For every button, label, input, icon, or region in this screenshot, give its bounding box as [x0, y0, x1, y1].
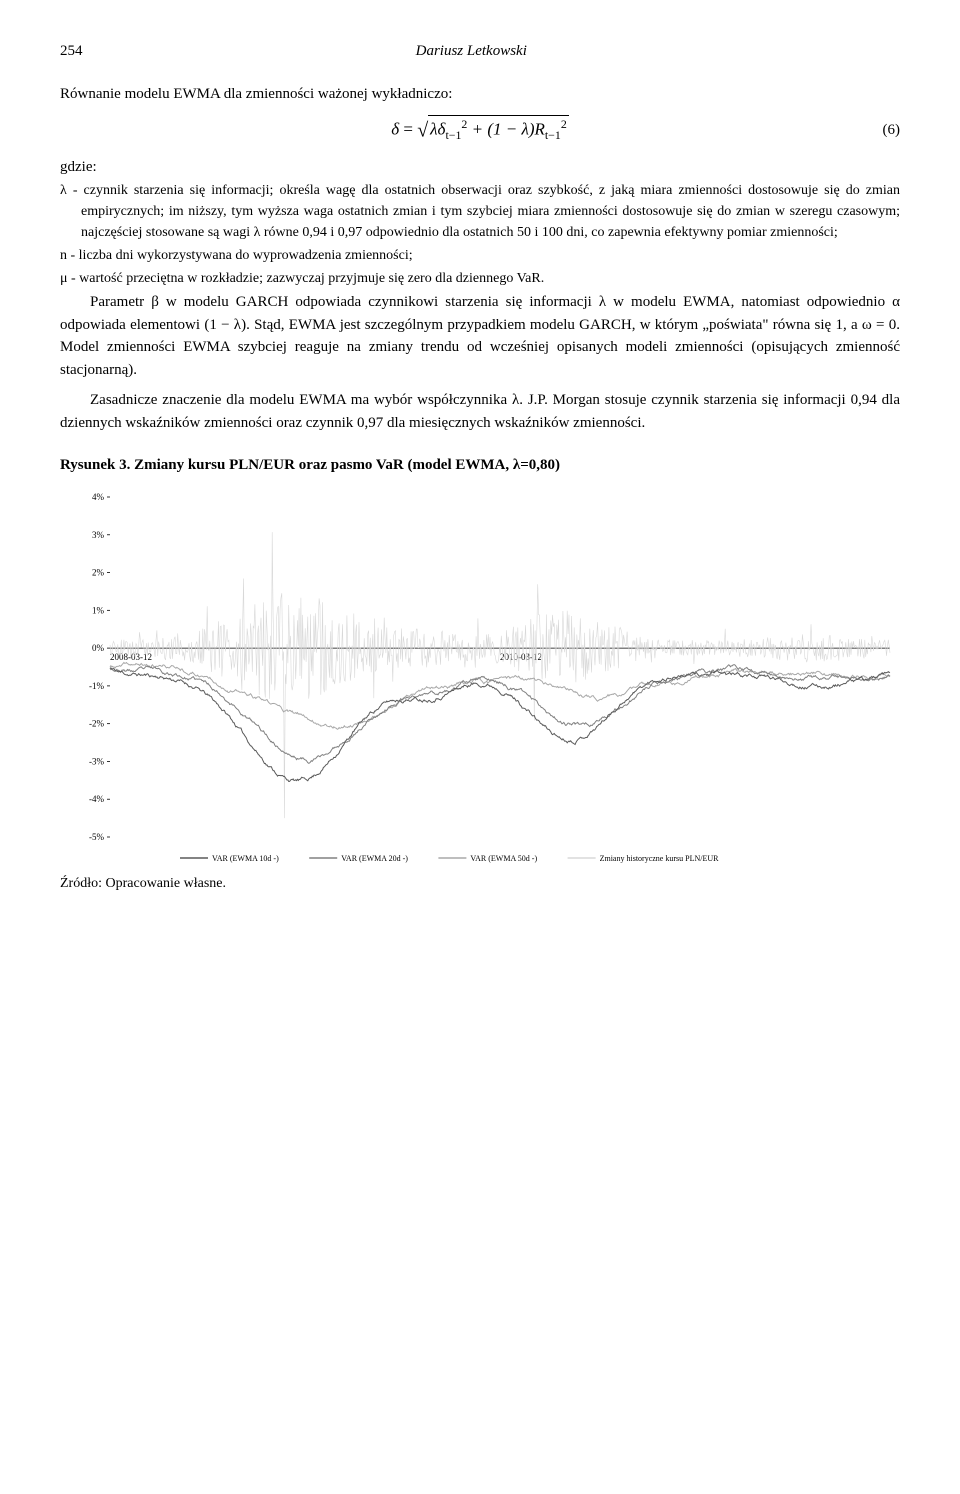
- svg-text:4%: 4%: [92, 492, 105, 502]
- svg-text:Zmiany historyczne kursu PLN/E: Zmiany historyczne kursu PLN/EUR: [600, 854, 720, 863]
- def-lambda: λ - czynnik starzenia się informacji; ok…: [60, 180, 900, 243]
- def-mu: μ - wartość przeciętna w rozkładzie; zaz…: [60, 268, 900, 289]
- svg-text:1%: 1%: [92, 605, 105, 615]
- source-line: Źródło: Opracowanie własne.: [60, 873, 900, 894]
- formula-lhs: δ: [391, 120, 399, 139]
- svg-text:-3%: -3%: [89, 756, 104, 766]
- svg-text:0%: 0%: [92, 643, 105, 653]
- def-n: n - liczba dni wykorzystywana do wyprowa…: [60, 245, 900, 266]
- formula-row: δ = √λδt−12 + (1 − λ)Rt−12 (6): [60, 115, 900, 146]
- formula: δ = √λδt−12 + (1 − λ)Rt−12: [391, 115, 569, 146]
- paragraph-3: Zasadnicze znaczenie dla modelu EWMA ma …: [60, 389, 900, 434]
- figure-title: Rysunek 3. Zmiany kursu PLN/EUR oraz pas…: [60, 454, 900, 477]
- formula-eq: =: [399, 120, 417, 139]
- svg-text:3%: 3%: [92, 529, 105, 539]
- where-label: gdzie:: [60, 156, 900, 179]
- sqrt-icon: √: [417, 120, 428, 142]
- svg-text:-1%: -1%: [89, 681, 104, 691]
- svg-text:2%: 2%: [92, 567, 105, 577]
- formula-under-root: λδt−12 + (1 − λ)Rt−12: [428, 115, 569, 145]
- author-name: Dariusz Letkowski: [43, 40, 901, 63]
- intro-paragraph: Równanie modelu EWMA dla zmienności ważo…: [60, 83, 900, 106]
- svg-text:VAR (EWMA 10d -): VAR (EWMA 10d -): [212, 854, 279, 863]
- svg-text:-5%: -5%: [89, 832, 104, 842]
- paragraph-2: Parametr β w modelu GARCH odpowiada czyn…: [60, 291, 900, 381]
- svg-text:-4%: -4%: [89, 794, 104, 804]
- svg-text:VAR (EWMA 20d -): VAR (EWMA 20d -): [341, 854, 408, 863]
- ewma-chart: 4%3%2%1%0%-1%-2%-3%-4%-5%2008-03-122010-…: [60, 487, 900, 867]
- page-header: 254 Dariusz Letkowski: [60, 40, 900, 63]
- svg-text:-2%: -2%: [89, 718, 104, 728]
- formula-number: (6): [883, 119, 901, 142]
- svg-text:VAR (EWMA 50d -): VAR (EWMA 50d -): [470, 854, 537, 863]
